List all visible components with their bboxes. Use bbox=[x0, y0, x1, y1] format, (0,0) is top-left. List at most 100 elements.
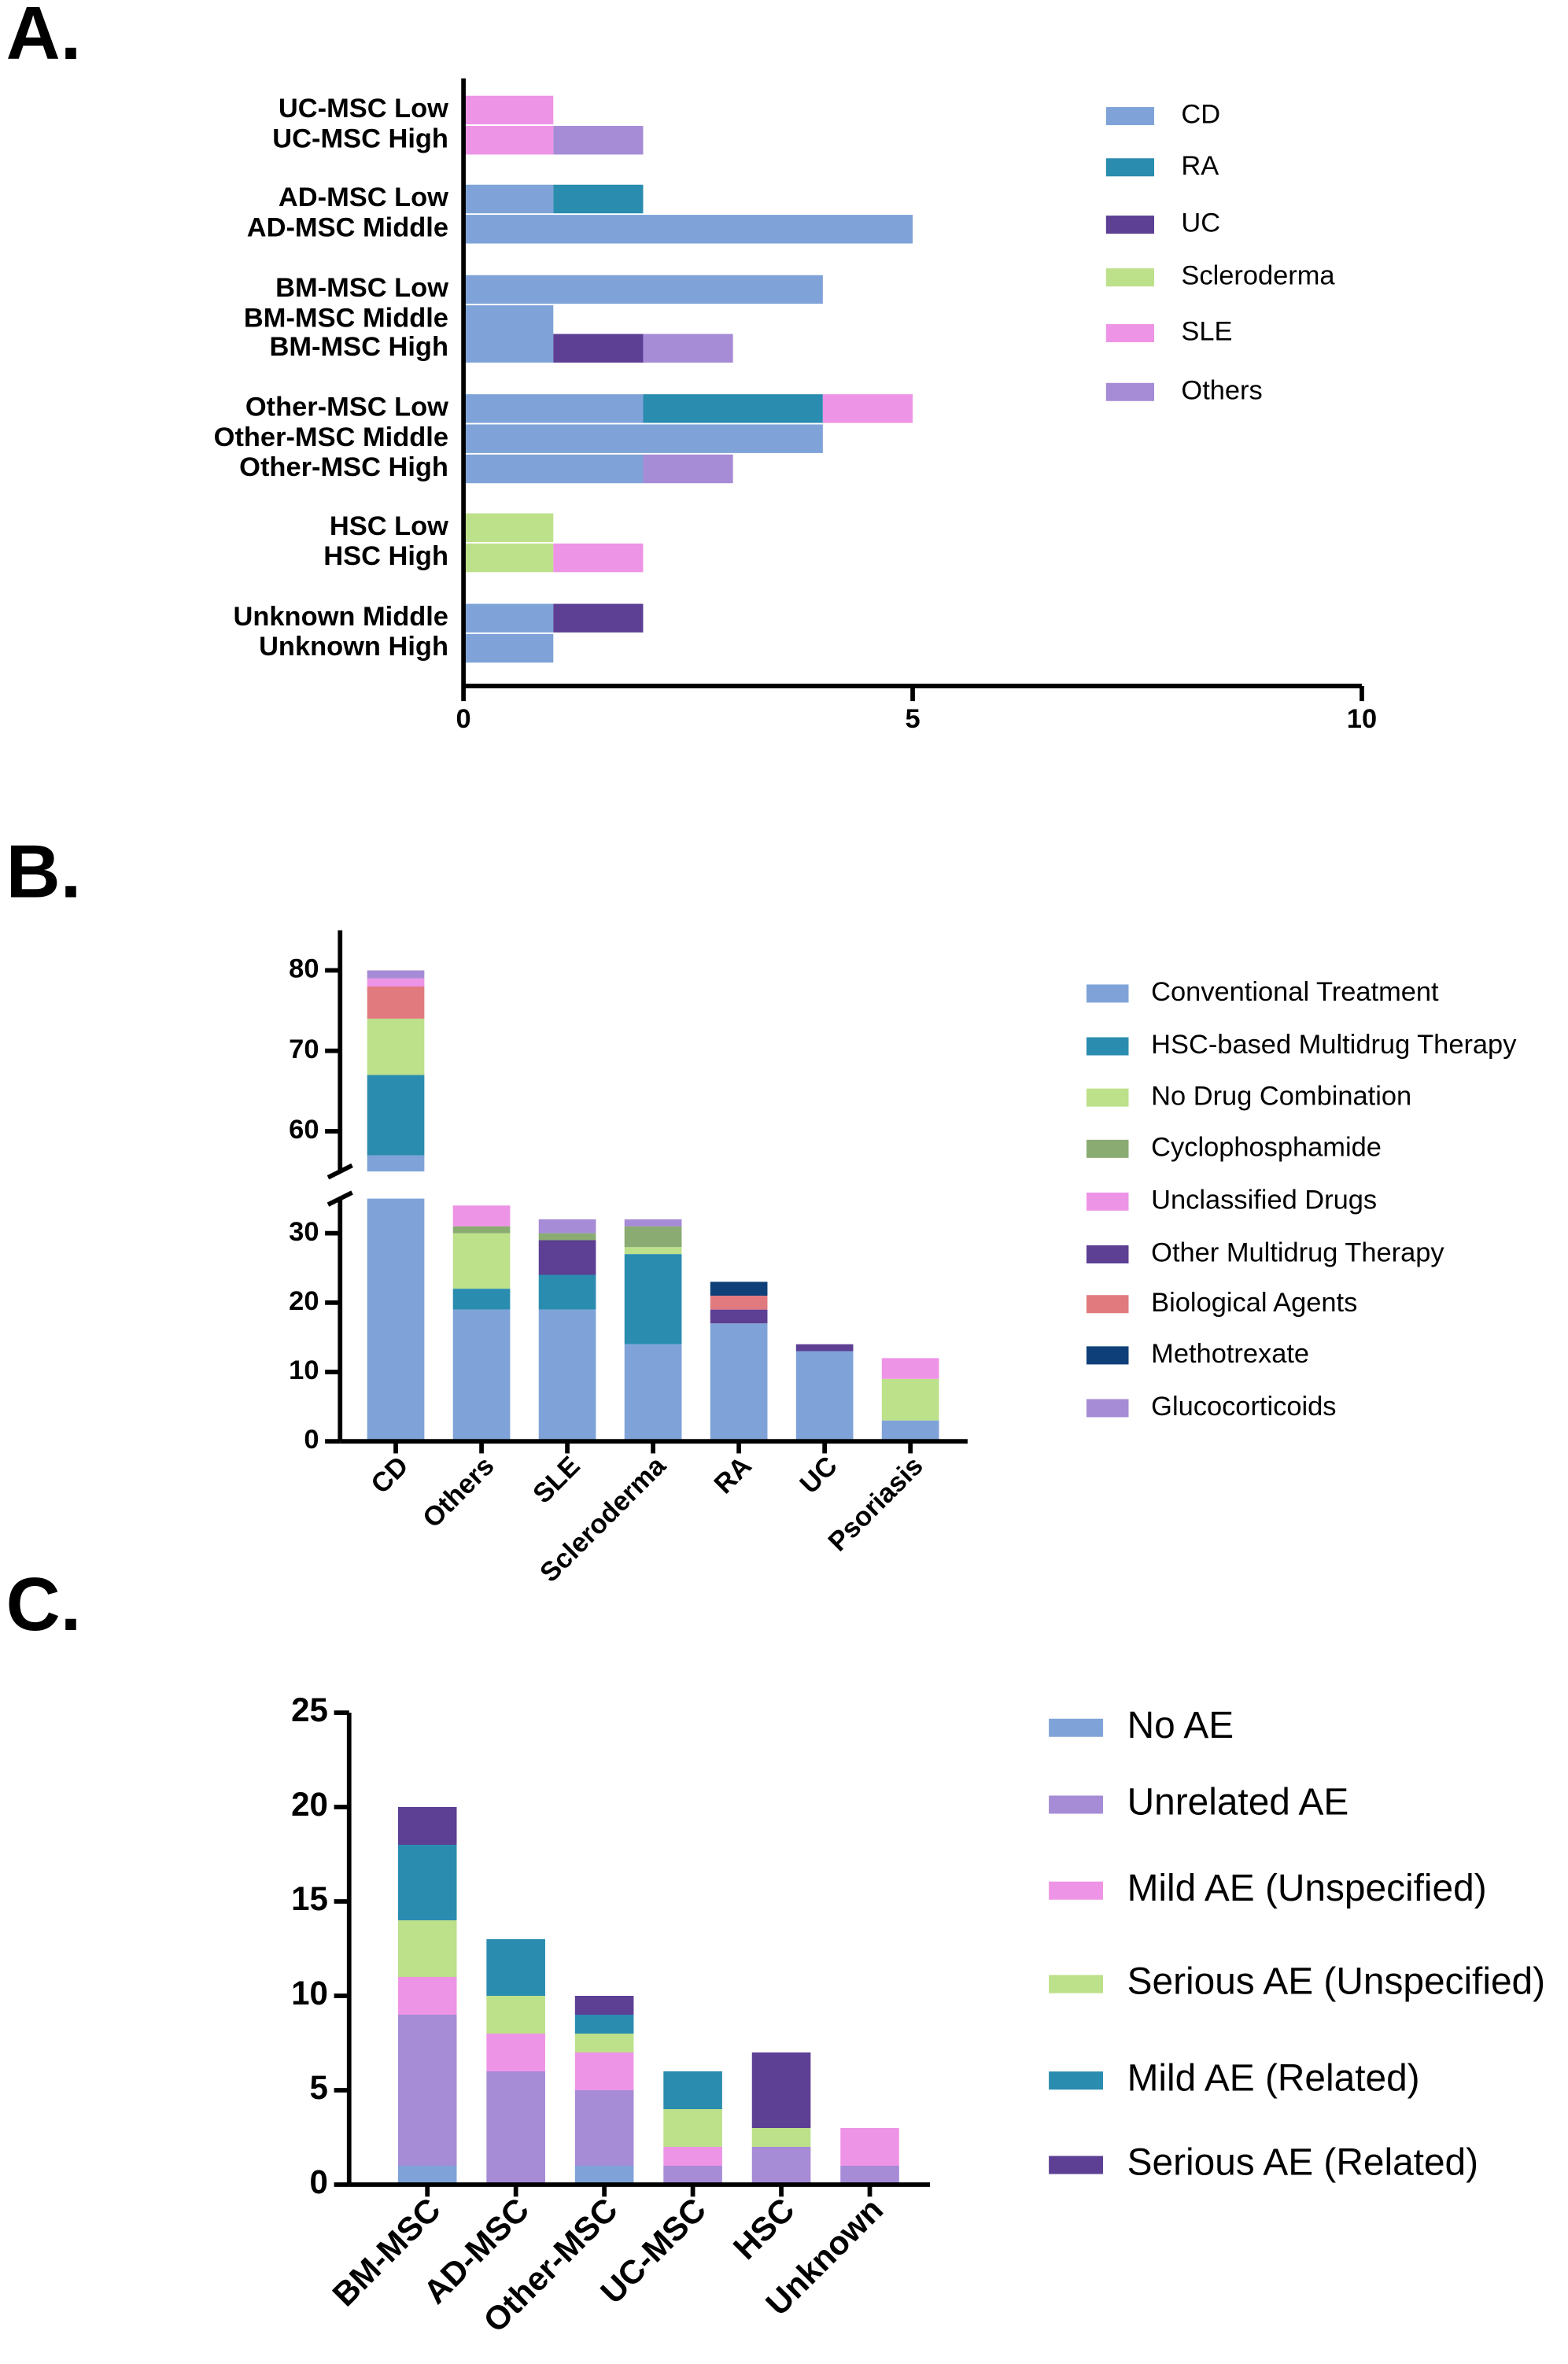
y-tick-label: Unknown Middle bbox=[234, 602, 448, 632]
legend-swatch bbox=[1105, 158, 1155, 177]
x-tick-label: Others bbox=[417, 1451, 500, 1534]
bar-segment bbox=[463, 603, 554, 632]
legend-swatch bbox=[1086, 1245, 1129, 1263]
legend-swatch bbox=[1086, 1192, 1129, 1211]
bar-segment bbox=[463, 305, 554, 334]
y-tick-label: Other-MSC High bbox=[239, 452, 448, 482]
bar-segment bbox=[574, 2052, 634, 2090]
legend-label: No AE bbox=[1127, 1705, 1234, 1746]
bar-segment bbox=[486, 1996, 545, 2034]
x-tick-label: UC bbox=[795, 1451, 843, 1499]
bar-segment bbox=[881, 1358, 939, 1379]
bar-segment bbox=[574, 2033, 634, 2052]
y-tick-label: HSC Low bbox=[330, 511, 448, 541]
bar-segment bbox=[397, 1920, 457, 1978]
bar-segment bbox=[452, 1309, 511, 1442]
legend-label: Scleroderma bbox=[1181, 261, 1335, 291]
bar-segment bbox=[463, 126, 554, 155]
legend-label: Mild AE (Related) bbox=[1127, 2057, 1420, 2099]
y-tick-label: BM-MSC Middle bbox=[244, 303, 448, 333]
bar-segment bbox=[463, 184, 554, 214]
legend-label: Mild AE (Unspecified) bbox=[1127, 1868, 1487, 1909]
bar-segment bbox=[367, 978, 425, 987]
legend-label: Glucocorticoids bbox=[1151, 1392, 1336, 1422]
legend-swatch bbox=[1049, 1881, 1103, 1900]
y-tick-label: Other-MSC Middle bbox=[214, 422, 448, 452]
y-tick-label: BM-MSC Low bbox=[275, 273, 448, 303]
bar-segment bbox=[538, 1240, 596, 1275]
bar-segment bbox=[710, 1309, 768, 1324]
bar-segment bbox=[624, 1344, 682, 1442]
bar-segment bbox=[367, 1155, 425, 1442]
legend-label: RA bbox=[1181, 151, 1219, 181]
legend-label: Unrelated AE bbox=[1127, 1782, 1349, 1824]
bar-segment bbox=[463, 454, 644, 484]
x-tick-label: 5 bbox=[905, 704, 920, 734]
panel-label: C. bbox=[6, 1562, 82, 1647]
legend-label: SLE bbox=[1181, 317, 1232, 347]
bar-segment bbox=[463, 215, 913, 244]
bar-segment bbox=[538, 1309, 596, 1442]
legend-swatch bbox=[1049, 2071, 1103, 2090]
bar-segment bbox=[663, 2165, 722, 2185]
y-tick-label: Unknown High bbox=[259, 632, 448, 662]
bar-segment bbox=[574, 2014, 634, 2034]
bar-segment bbox=[710, 1296, 768, 1310]
legend-swatch bbox=[1105, 382, 1155, 401]
bar-segment bbox=[574, 1996, 634, 2015]
bar-segment bbox=[751, 2146, 811, 2185]
legend-label: Unclassified Drugs bbox=[1151, 1186, 1377, 1215]
bar-segment bbox=[710, 1323, 768, 1442]
legend-label: Methotrexate bbox=[1151, 1339, 1309, 1369]
bar-segment bbox=[881, 1420, 939, 1442]
y-tick-label: AD-MSC Middle bbox=[247, 212, 448, 242]
bar-segment bbox=[643, 454, 733, 484]
bar-segment bbox=[486, 1939, 545, 1997]
axis-line bbox=[327, 1163, 353, 1180]
legend-swatch bbox=[1086, 1037, 1129, 1056]
bar-segment bbox=[553, 334, 644, 363]
bar-segment bbox=[574, 2089, 634, 2166]
bar-segment bbox=[643, 334, 733, 363]
bar-segment bbox=[710, 1282, 768, 1296]
bar-segment bbox=[538, 1219, 596, 1234]
bar-segment bbox=[840, 2165, 899, 2185]
y-tick-label: BM-MSC High bbox=[269, 332, 448, 362]
bar-segment bbox=[486, 2033, 545, 2071]
legend-swatch bbox=[1049, 1975, 1103, 1993]
bar-segment bbox=[397, 1977, 457, 2015]
y-tick-label: 25 bbox=[291, 1691, 328, 1728]
bar-segment bbox=[795, 1351, 854, 1442]
panel-label: B. bbox=[6, 830, 82, 914]
legend-swatch bbox=[1105, 216, 1155, 234]
bar-segment bbox=[463, 95, 554, 125]
bar-segment bbox=[452, 1205, 511, 1226]
bar-segment bbox=[463, 394, 644, 423]
y-tick-label: 5 bbox=[310, 2069, 328, 2106]
legend-label: No Drug Combination bbox=[1151, 1081, 1411, 1111]
bar-segment bbox=[538, 1233, 596, 1241]
legend-label: Serious AE (Related) bbox=[1127, 2142, 1478, 2184]
y-tick-label: 70 bbox=[289, 1034, 319, 1064]
bar-segment bbox=[624, 1219, 682, 1226]
bar-segment bbox=[624, 1247, 682, 1255]
y-tick-label: 30 bbox=[289, 1217, 319, 1247]
bar-segment bbox=[367, 970, 425, 979]
y-tick-label: HSC High bbox=[323, 541, 448, 571]
y-tick-label: UC-MSC High bbox=[272, 124, 448, 153]
x-tick-label: 0 bbox=[456, 704, 471, 734]
legend-label: CD bbox=[1181, 100, 1220, 130]
bar-segment bbox=[367, 1075, 425, 1156]
bar-segment bbox=[822, 394, 913, 423]
y-tick-label: 15 bbox=[291, 1880, 328, 1917]
y-tick-label: 10 bbox=[291, 1975, 328, 2012]
panel-label: A. bbox=[6, 0, 82, 76]
bar-segment bbox=[452, 1226, 511, 1234]
bar-segment bbox=[463, 513, 554, 542]
legend-swatch bbox=[1086, 1399, 1129, 1418]
bar-segment bbox=[452, 1289, 511, 1310]
bar-segment bbox=[463, 543, 554, 573]
y-tick-label: 20 bbox=[289, 1286, 319, 1316]
